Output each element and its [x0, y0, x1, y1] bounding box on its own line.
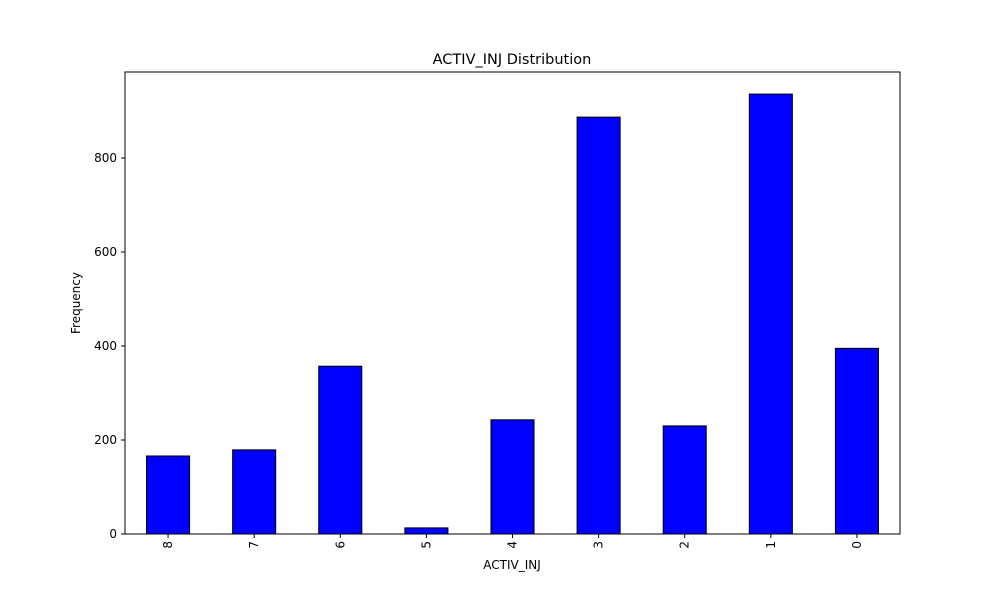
bars-group [146, 93, 879, 535]
y-tick-label: 0 [109, 527, 117, 541]
x-tick-label: 8 [161, 541, 175, 549]
x-tick-label: 7 [247, 541, 261, 549]
bar-5 [404, 527, 449, 535]
x-tick-label: 0 [850, 541, 864, 549]
bar-0 [834, 347, 879, 535]
y-axis-label: Frequency [69, 272, 83, 334]
plot-frame [124, 71, 901, 535]
y-tick-label: 600 [94, 245, 117, 259]
chart-title: ACTIV_INJ Distribution [433, 52, 592, 68]
x-axis-label: ACTIV_INJ [483, 558, 541, 572]
y-tick-label: 400 [94, 339, 117, 353]
bar-4 [490, 419, 535, 535]
y-axis-ticks: 0 200 400 600 800 [94, 151, 125, 541]
bar-2 [662, 425, 707, 535]
x-tick-label: 6 [333, 541, 347, 549]
x-tick-label: 1 [764, 541, 778, 549]
x-tick-label: 3 [592, 541, 606, 549]
bar-3 [576, 116, 621, 535]
bar-8 [146, 455, 191, 535]
bar-7 [232, 449, 277, 535]
y-tick-label: 800 [94, 151, 117, 165]
x-tick-label: 4 [506, 541, 520, 549]
x-axis-ticks: 8 7 6 5 4 3 2 1 0 [161, 534, 864, 549]
y-tick-label: 200 [94, 433, 117, 447]
bar-1 [748, 93, 793, 535]
bar-6 [318, 365, 363, 535]
x-tick-label: 5 [419, 541, 433, 549]
x-tick-label: 2 [678, 541, 692, 549]
